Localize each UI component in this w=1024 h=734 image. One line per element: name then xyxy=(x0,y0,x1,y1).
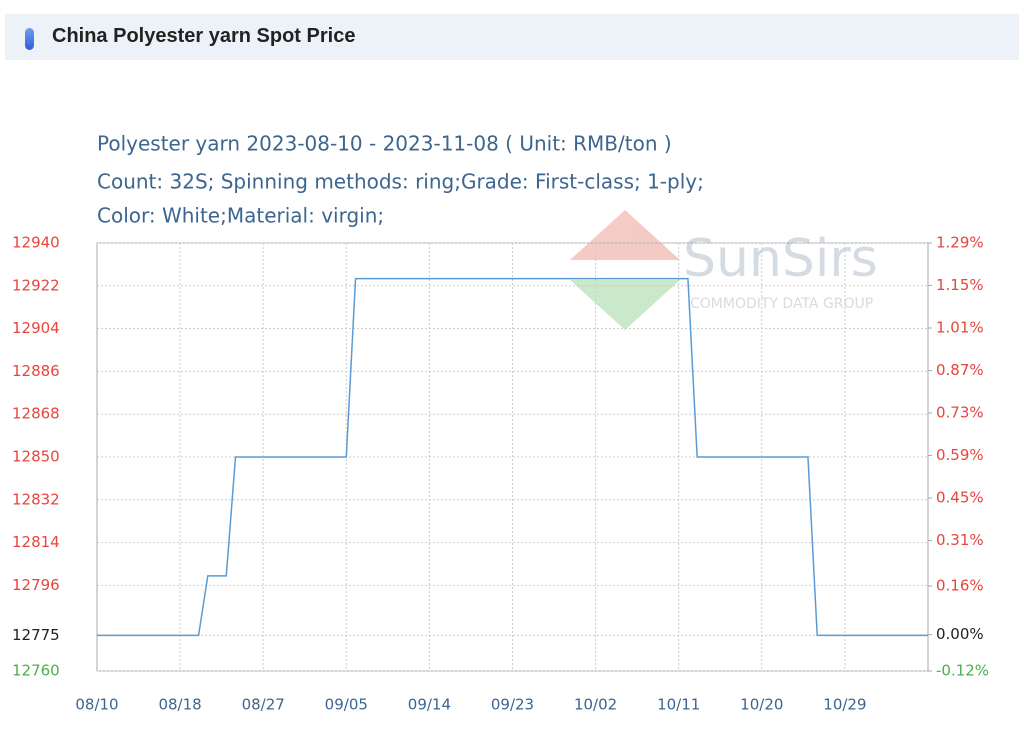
y2-tick-label: -0.12% xyxy=(936,662,989,680)
y-tick-label: 12796 xyxy=(12,576,60,594)
y-tick-label: 12775 xyxy=(12,626,60,644)
y2-tick-label: 0.87% xyxy=(936,361,984,379)
watermark-logo xyxy=(570,210,680,260)
y-tick-label: 12886 xyxy=(12,362,60,380)
y-tick-label: 12850 xyxy=(12,448,60,466)
y2-tick-label: 1.29% xyxy=(936,234,984,252)
watermark-tagline: COMMODITY DATA GROUP xyxy=(690,296,873,312)
y2-tick-label: 0.31% xyxy=(936,531,984,549)
y-tick-label: 12760 xyxy=(12,662,60,680)
header: China Polyester yarn Spot Price xyxy=(5,14,1019,60)
x-tick-label: 10/02 xyxy=(574,696,617,714)
x-tick-label: 10/29 xyxy=(823,696,866,714)
y-tick-label: 12832 xyxy=(12,490,60,508)
x-tick-label: 09/23 xyxy=(491,696,534,714)
y2-tick-label: 0.45% xyxy=(936,488,984,506)
y2-tick-label: 0.59% xyxy=(936,446,984,464)
y-tick-label: 12940 xyxy=(12,234,60,252)
header-icon xyxy=(25,28,34,50)
x-tick-label: 08/18 xyxy=(158,696,201,714)
y2-tick-label: 1.15% xyxy=(936,276,984,294)
y-tick-label: 12904 xyxy=(12,319,60,337)
x-tick-label: 10/20 xyxy=(740,696,783,714)
chart-subtitle: Color: White;Material: virgin; xyxy=(97,204,384,228)
chart-title: Polyester yarn 2023-08-10 - 2023-11-08 (… xyxy=(97,132,672,156)
y-tick-label: 12922 xyxy=(12,276,60,294)
header-title: China Polyester yarn Spot Price xyxy=(52,25,356,47)
x-tick-label: 09/14 xyxy=(408,696,451,714)
watermark-name: SunSirs xyxy=(683,229,878,289)
x-tick-label: 10/11 xyxy=(657,696,700,714)
line xyxy=(97,277,928,637)
x-tick-label: 08/10 xyxy=(75,696,118,714)
y2-tick-label: 1.01% xyxy=(936,318,984,336)
y-tick-label: 12868 xyxy=(12,405,60,423)
x-tick-label: 08/27 xyxy=(242,696,285,714)
y-tick-label: 12814 xyxy=(12,533,60,551)
y2-tick-label: 0.00% xyxy=(936,625,984,643)
watermark: SunSirs COMMODITY DATA GROUP xyxy=(570,210,878,330)
chart-subtitle: Count: 32S; Spinning methods: ring;Grade… xyxy=(97,170,704,194)
y2-tick-label: 0.16% xyxy=(936,577,984,595)
watermark-logo xyxy=(570,280,680,330)
y2-tick-label: 0.73% xyxy=(936,403,984,421)
x-tick-label: 09/05 xyxy=(325,696,368,714)
